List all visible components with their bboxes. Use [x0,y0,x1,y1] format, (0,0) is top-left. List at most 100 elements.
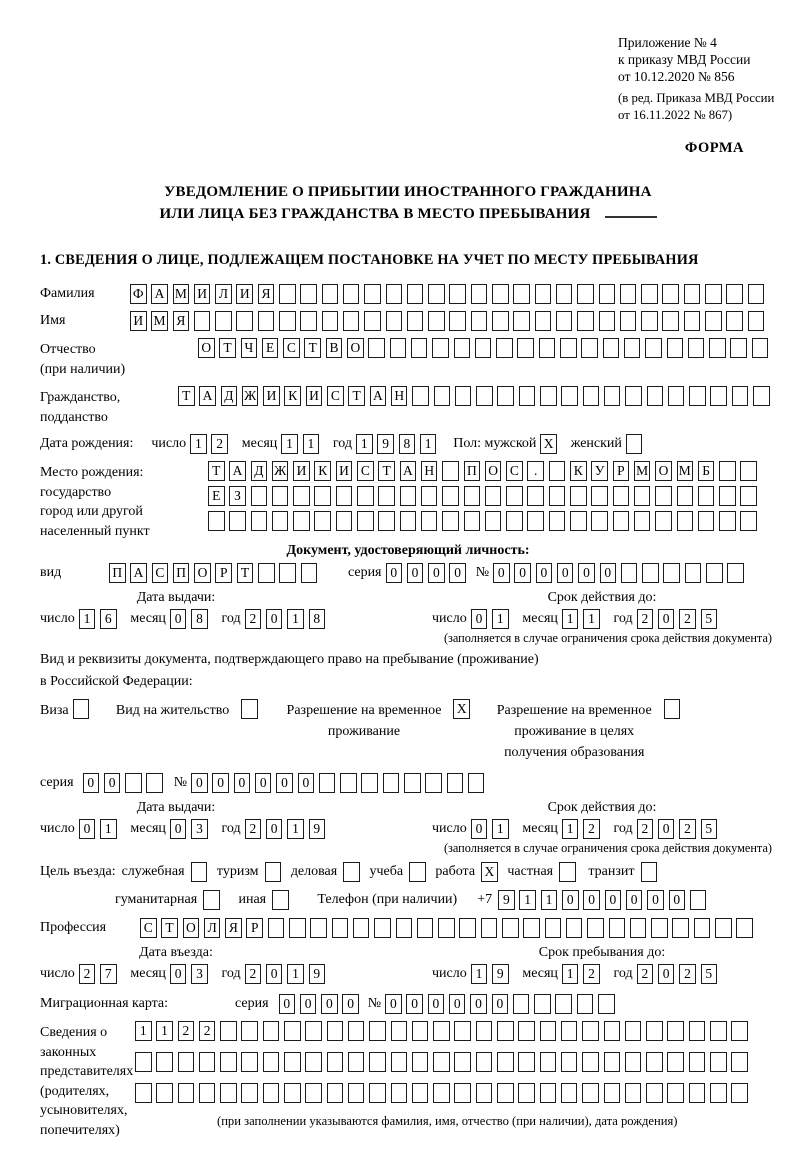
char-cell[interactable] [539,1083,557,1103]
char-cell[interactable] [624,1052,642,1072]
char-cell[interactable] [208,511,225,531]
char-cell[interactable]: 0 [578,563,595,583]
char-cell[interactable] [72,699,90,719]
char-cell[interactable]: 0 [625,890,643,910]
char-cell[interactable]: Н [390,386,408,406]
char-cell[interactable]: 0 [385,994,402,1014]
char-cell[interactable] [425,773,442,793]
char-cell[interactable] [412,386,429,406]
char-cell[interactable]: 1 [78,609,96,629]
char-cell[interactable] [560,1052,578,1072]
char-cell[interactable] [581,338,598,358]
char-cell[interactable] [272,890,289,910]
char-cell[interactable] [454,1021,471,1041]
char-cell[interactable]: 1 [583,609,600,629]
char-cell[interactable] [146,773,163,793]
purpose-official-checkbox[interactable] [190,862,212,882]
temp-permit-checkbox[interactable]: X [453,699,474,719]
char-cell[interactable] [475,1083,493,1103]
char-cell[interactable] [390,1052,408,1072]
char-cell[interactable]: И [130,311,147,331]
char-cell[interactable]: 1 [287,964,304,984]
char-cell[interactable]: 0 [514,563,531,583]
char-cell[interactable]: 0 [385,563,402,583]
char-cell[interactable] [740,511,757,531]
char-cell[interactable] [534,994,551,1014]
char-cell[interactable] [335,486,353,506]
char-cell[interactable] [598,311,616,331]
char-cell[interactable] [689,386,706,406]
char-cell[interactable] [411,1021,429,1041]
char-cell[interactable]: И [193,284,211,304]
char-cell[interactable] [577,284,594,304]
char-cell[interactable] [697,511,715,531]
char-cell[interactable]: 2 [636,819,654,839]
char-cell[interactable] [300,311,317,331]
char-cell[interactable] [411,1052,429,1072]
char-cell[interactable] [293,511,310,531]
char-cell[interactable] [608,918,626,938]
char-cell[interactable] [484,486,502,506]
char-cell[interactable]: 8 [398,434,416,454]
char-cell[interactable] [399,486,417,506]
char-cell[interactable]: 1 [135,1021,152,1041]
char-cell[interactable] [672,918,689,938]
char-cell[interactable]: 0 [321,994,338,1014]
char-cell[interactable]: 1 [287,819,304,839]
char-cell[interactable]: 0 [276,773,293,793]
char-cell[interactable] [603,1083,621,1103]
char-cell[interactable] [279,563,296,583]
char-cell[interactable] [220,1052,237,1072]
char-cell[interactable] [262,1021,280,1041]
char-cell[interactable]: 0 [599,563,617,583]
char-cell[interactable] [229,511,246,531]
char-cell[interactable]: С [327,386,344,406]
char-cell[interactable]: Ф [130,284,147,304]
char-cell[interactable]: 0 [342,994,359,1014]
char-cell[interactable] [433,1021,450,1041]
char-cell[interactable] [361,773,378,793]
char-cell[interactable] [641,284,658,304]
char-cell[interactable] [475,1021,493,1041]
char-cell[interactable]: 1 [561,819,579,839]
char-cell[interactable]: 1 [190,434,207,454]
char-cell[interactable] [497,1021,514,1041]
char-cell[interactable] [676,486,694,506]
char-cell[interactable]: С [283,338,300,358]
char-cell[interactable] [662,311,679,331]
char-cell[interactable] [193,311,211,331]
char-cell[interactable] [518,1021,535,1041]
char-cell[interactable]: 1 [519,890,536,910]
char-cell[interactable] [715,918,732,938]
char-cell[interactable]: 2 [244,609,262,629]
char-cell[interactable] [517,338,534,358]
char-cell[interactable]: В [325,338,343,358]
char-cell[interactable] [683,311,701,331]
char-cell[interactable] [364,311,381,331]
char-cell[interactable] [442,511,459,531]
char-cell[interactable]: 0 [535,563,553,583]
char-cell[interactable] [406,311,424,331]
char-cell[interactable]: П [172,563,190,583]
char-cell[interactable] [730,338,747,358]
char-cell[interactable]: 1 [356,434,373,454]
sex-male-checkbox[interactable]: X [540,434,561,454]
char-cell[interactable] [688,1052,706,1072]
char-cell[interactable] [410,338,428,358]
char-cell[interactable] [198,1052,216,1072]
purpose-transit-checkbox[interactable] [640,862,662,882]
char-cell[interactable] [250,511,268,531]
char-cell[interactable] [602,338,620,358]
char-cell[interactable]: 0 [265,964,283,984]
char-cell[interactable]: 1 [561,964,579,984]
char-cell[interactable] [125,773,142,793]
char-cell[interactable]: 0 [604,890,622,910]
char-cell[interactable]: А [151,284,168,304]
